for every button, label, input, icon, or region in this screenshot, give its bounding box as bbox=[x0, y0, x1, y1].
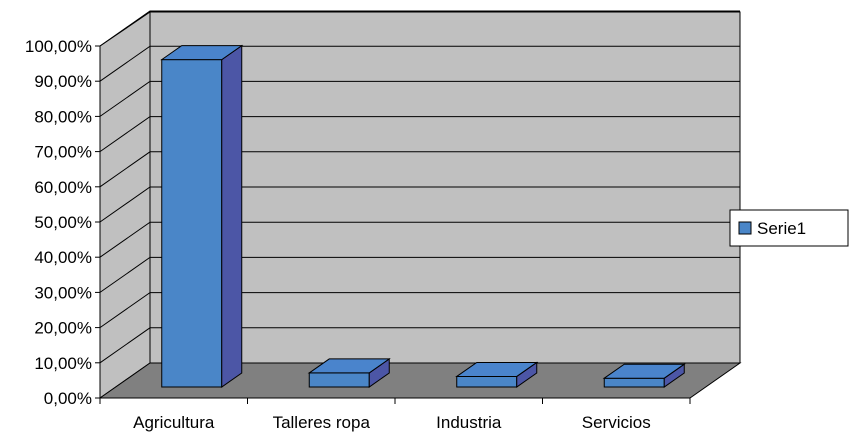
gridline bbox=[99, 292, 740, 329]
legend-label: Serie1 bbox=[757, 219, 806, 238]
bar bbox=[160, 44, 244, 388]
gridline bbox=[99, 10, 740, 47]
legend-swatch bbox=[738, 221, 752, 235]
bars bbox=[160, 44, 686, 388]
y-tick-label: 80,00% bbox=[34, 107, 92, 126]
x-category-label: Industria bbox=[436, 413, 502, 432]
x-category-label: Talleres ropa bbox=[273, 413, 371, 432]
gridlines bbox=[99, 10, 740, 364]
bar-side bbox=[221, 44, 243, 388]
legend: Serie1 bbox=[729, 209, 849, 247]
y-tick-label: 60,00% bbox=[34, 178, 92, 197]
gridline bbox=[99, 116, 740, 153]
bar-top bbox=[307, 358, 391, 374]
gridline bbox=[99, 221, 740, 258]
gridline bbox=[99, 256, 740, 293]
gridline bbox=[99, 327, 740, 364]
y-tick-label: 40,00% bbox=[34, 248, 92, 267]
y-tick-label: 20,00% bbox=[34, 319, 92, 338]
x-category-label: Servicios bbox=[582, 413, 651, 432]
x-category-label: Agricultura bbox=[133, 413, 215, 432]
bar-front bbox=[161, 59, 223, 388]
y-tick-label: 100,00% bbox=[25, 37, 92, 56]
bar bbox=[307, 357, 391, 388]
bar bbox=[455, 361, 539, 388]
y-tick-label: 50,00% bbox=[34, 213, 92, 232]
gridline bbox=[99, 45, 740, 82]
y-axis-ticks: 0,00% 10,00% 20,00% 30,00% 40,00% 50,00% 60,00… bbox=[25, 37, 101, 408]
bar-front bbox=[308, 372, 370, 388]
bar-top bbox=[602, 363, 686, 379]
x-axis-categories: Agricultura Talleres ropa Industria Servici… bbox=[99, 397, 691, 432]
bar-front bbox=[456, 375, 518, 388]
y-tick-label: 70,00% bbox=[34, 143, 92, 162]
bar bbox=[602, 363, 686, 388]
gridline bbox=[99, 80, 740, 117]
gridline bbox=[99, 151, 740, 188]
y-tick-label: 10,00% bbox=[34, 354, 92, 373]
bar-top bbox=[455, 361, 539, 377]
y-tick-label: 0,00% bbox=[44, 389, 92, 408]
bar-front bbox=[603, 377, 665, 388]
bar-top bbox=[160, 45, 244, 61]
gridline bbox=[99, 186, 740, 223]
y-tick-label: 30,00% bbox=[34, 283, 92, 302]
y-tick-label: 90,00% bbox=[34, 72, 92, 91]
